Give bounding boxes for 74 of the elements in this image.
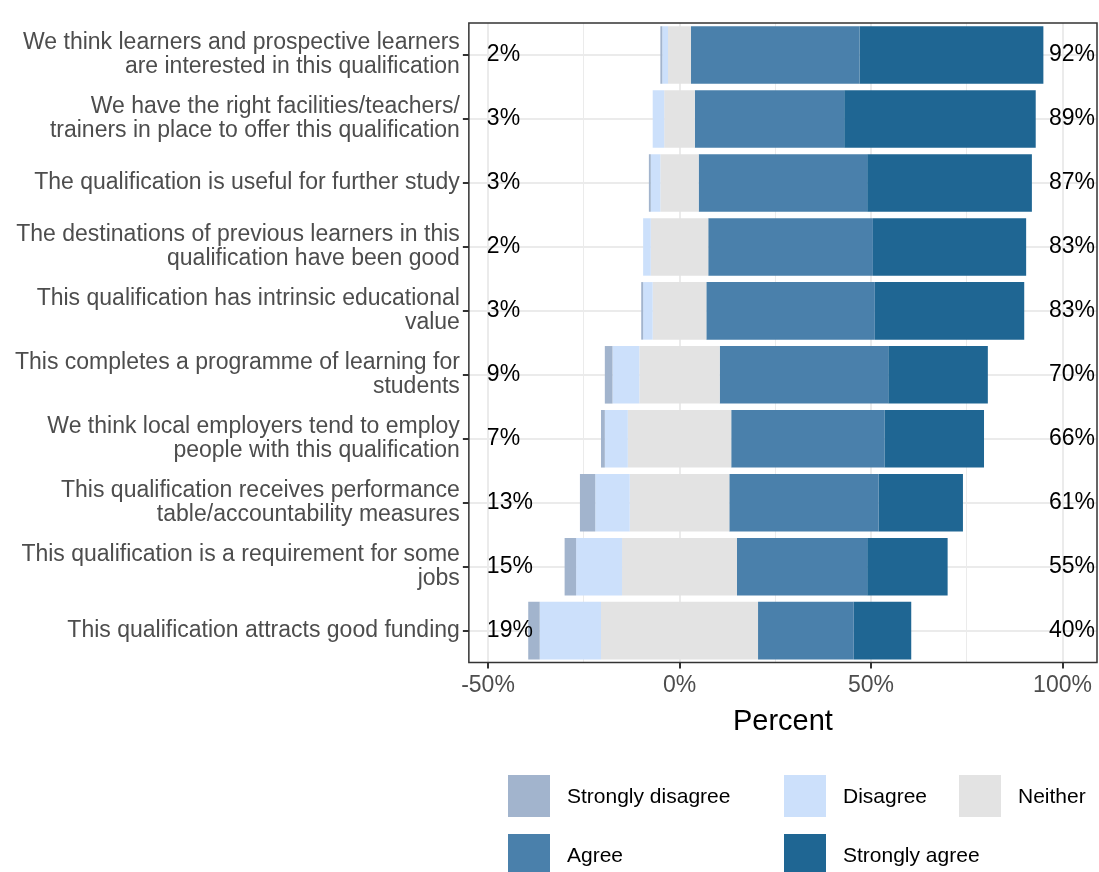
bar bbox=[539, 601, 601, 660]
bar bbox=[736, 537, 868, 596]
bar bbox=[874, 282, 1025, 340]
bar bbox=[758, 601, 854, 660]
y-tick-label: This qualification receives performance table/accountability measures bbox=[61, 475, 460, 527]
x-tick-label: 100% bbox=[1033, 670, 1092, 697]
legend-label: Strongly agree bbox=[843, 843, 980, 867]
bar bbox=[731, 409, 885, 468]
y-tick-label: This qualification has intrinsic educational value bbox=[36, 284, 460, 335]
x-tick-label: 0% bbox=[662, 670, 697, 697]
x-tick-label: -50% bbox=[461, 670, 515, 697]
bar bbox=[719, 346, 889, 404]
annotation: 19% bbox=[486, 615, 533, 642]
bar bbox=[576, 537, 623, 596]
annotation: 3% bbox=[486, 296, 521, 323]
bar bbox=[872, 218, 1027, 276]
annotation: 83% bbox=[1048, 232, 1095, 259]
bar bbox=[691, 26, 860, 84]
legend-label: Strongly disagree bbox=[567, 784, 731, 808]
bar bbox=[650, 154, 661, 212]
bar bbox=[652, 90, 665, 148]
bar bbox=[888, 346, 988, 404]
bar bbox=[708, 218, 873, 276]
legend-label: Disagree bbox=[843, 784, 928, 808]
x-tick-label: 50% bbox=[848, 670, 895, 697]
bar bbox=[694, 90, 845, 148]
y-tick-label: We think local employers tend to employ people with this qualification bbox=[47, 412, 461, 463]
bar bbox=[867, 537, 948, 596]
bar bbox=[698, 154, 868, 212]
bar bbox=[604, 346, 613, 404]
x-axis-title: Percent bbox=[732, 703, 833, 736]
y-tick-label: This qualification attracts good funding bbox=[67, 615, 460, 642]
legend-label: Neither bbox=[1018, 784, 1086, 808]
bar bbox=[601, 409, 605, 468]
annotation: 70% bbox=[1048, 360, 1095, 387]
y-tick-label: We think learners and prospective learners are interested in this qualification bbox=[23, 28, 460, 79]
bar bbox=[859, 26, 1044, 84]
annotation: 92% bbox=[1048, 40, 1095, 67]
annotation: 2% bbox=[486, 40, 521, 67]
annotation: 40% bbox=[1048, 615, 1095, 642]
bar bbox=[878, 473, 963, 532]
bar bbox=[884, 409, 985, 468]
annotation: 9% bbox=[486, 360, 521, 387]
bar bbox=[643, 282, 653, 340]
bar bbox=[706, 282, 875, 340]
bar bbox=[595, 473, 630, 532]
bar bbox=[604, 409, 628, 468]
y-tick-label: The qualification is useful for further study bbox=[34, 168, 461, 195]
bar bbox=[853, 601, 912, 660]
y-tick-label: This qualification is a requirement for some jobs bbox=[21, 539, 460, 591]
annotation: 83% bbox=[1048, 296, 1095, 323]
bar bbox=[612, 346, 640, 404]
annotation: 55% bbox=[1048, 552, 1095, 579]
bar bbox=[662, 26, 669, 84]
annotation: 7% bbox=[486, 424, 521, 451]
bar bbox=[579, 473, 596, 532]
annotation: 3% bbox=[486, 104, 521, 131]
bar bbox=[564, 537, 577, 596]
bar bbox=[867, 154, 1032, 212]
annotation: 61% bbox=[1048, 488, 1095, 515]
bar bbox=[729, 473, 879, 532]
annotation: 13% bbox=[486, 488, 533, 515]
bar bbox=[844, 90, 1036, 148]
annotation: 15% bbox=[486, 552, 533, 579]
annotation: 66% bbox=[1048, 424, 1095, 451]
annotation: 2% bbox=[486, 232, 521, 259]
y-tick-label: We have the right facilities/teachers/ trainers in place to offer this qualification bbox=[49, 92, 461, 143]
y-tick-label: The destinations of previous learners in this qualification have been good bbox=[16, 220, 460, 271]
bar bbox=[643, 218, 651, 276]
annotation: 89% bbox=[1048, 104, 1095, 131]
annotation: 3% bbox=[486, 168, 521, 195]
annotation: 87% bbox=[1048, 168, 1095, 195]
legend-label: Agree bbox=[567, 843, 624, 867]
y-tick-label: This completes a programme of learning for students bbox=[14, 348, 461, 399]
